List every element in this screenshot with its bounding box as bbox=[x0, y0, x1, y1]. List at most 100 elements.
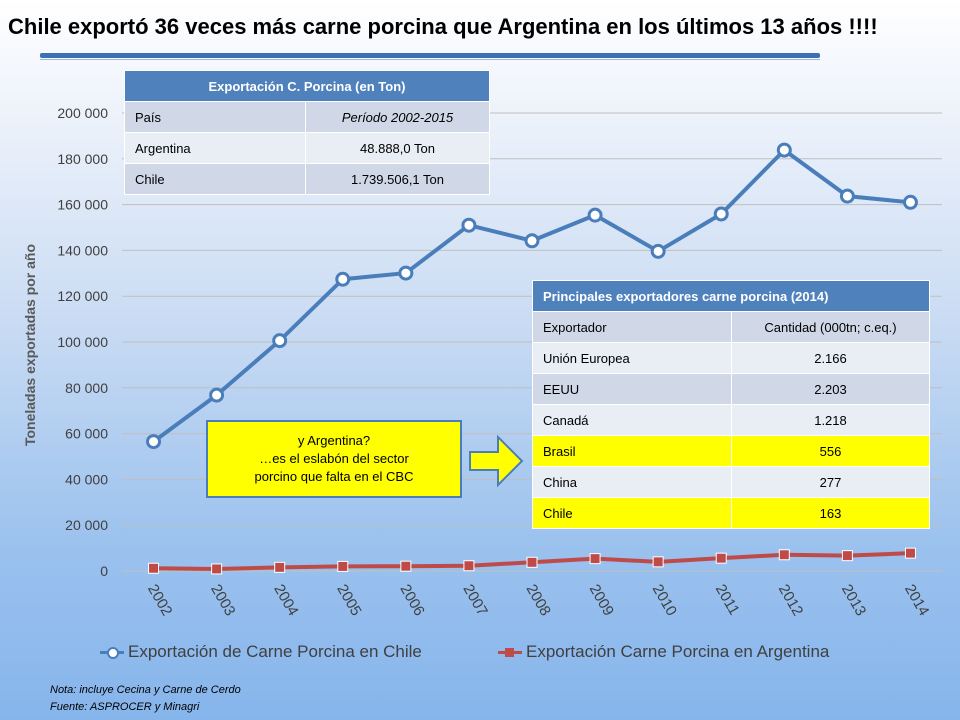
footnote-nota: Nota: incluye Cecina y Carne de Cerdo bbox=[50, 684, 241, 696]
x-tick-label: 2014 bbox=[901, 582, 932, 619]
x-tick-label: 2002 bbox=[144, 582, 175, 619]
legend-square-marker-icon bbox=[498, 642, 522, 662]
data-point-chile bbox=[713, 206, 729, 222]
data-point-chile bbox=[524, 233, 540, 249]
table-row: País Período 2002-2015 bbox=[124, 101, 490, 133]
callout-box: y Argentina? …es el eslabón del sector p… bbox=[206, 420, 462, 498]
callout-line: …es el eslabón del sector bbox=[259, 451, 409, 466]
callout-line: y Argentina? bbox=[297, 433, 371, 448]
y-tick-label: 120 000 bbox=[57, 288, 108, 304]
data-point-chile bbox=[587, 207, 603, 223]
data-point-chile bbox=[335, 271, 351, 287]
table-row-highlighted: Brasil 556 bbox=[532, 435, 930, 467]
y-tick-label: 60 000 bbox=[65, 426, 108, 442]
data-point-argentina bbox=[337, 560, 349, 572]
table-row: Unión Europea 2.166 bbox=[532, 342, 930, 374]
table2-cell: 556 bbox=[731, 435, 930, 467]
title-underline-thin bbox=[40, 59, 820, 60]
x-tick-label: 2009 bbox=[586, 582, 617, 619]
table-row: Exportador Cantidad (000tn; c.eq.) bbox=[532, 311, 930, 343]
table1-cell: 48.888,0 Ton bbox=[305, 132, 490, 164]
right-arrow-icon bbox=[469, 434, 524, 488]
data-point-argentina bbox=[211, 563, 223, 575]
table-export-totals: Exportación C. Porcina (en Ton) País Per… bbox=[124, 70, 490, 195]
table1-header-country: País bbox=[124, 101, 306, 133]
data-point-argentina bbox=[589, 553, 601, 565]
callout-line: porcino que falta en el CBC bbox=[254, 469, 414, 484]
table2-cell: Chile bbox=[532, 497, 732, 529]
x-tick-label: 2005 bbox=[333, 582, 364, 619]
table1-header-period: Período 2002-2015 bbox=[305, 101, 490, 133]
data-point-chile bbox=[776, 142, 792, 158]
table2-cell: China bbox=[532, 466, 732, 498]
table2-cell: Brasil bbox=[532, 435, 732, 467]
table1-title: Exportación C. Porcina (en Ton) bbox=[124, 70, 490, 102]
table2-title: Principales exportadores carne porcina (… bbox=[532, 280, 930, 312]
table-row: Canadá 1.218 bbox=[532, 404, 930, 436]
data-point-chile bbox=[146, 434, 162, 450]
chart-legend: Exportación de Carne Porcina en Chile Ex… bbox=[100, 642, 920, 666]
data-point-chile bbox=[839, 188, 855, 204]
table2-cell: Canadá bbox=[532, 404, 732, 436]
data-point-argentina bbox=[400, 560, 412, 572]
table2-cell: 2.203 bbox=[731, 373, 930, 405]
data-point-chile bbox=[398, 265, 414, 281]
y-tick-label: 180 000 bbox=[57, 151, 108, 167]
y-tick-label: 0 bbox=[100, 563, 108, 579]
table-row: China 277 bbox=[532, 466, 930, 498]
data-point-chile bbox=[272, 333, 288, 349]
table2-cell: 1.218 bbox=[731, 404, 930, 436]
y-axis-label: Toneladas exportadas por año bbox=[22, 244, 38, 447]
table2-cell: Unión Europea bbox=[532, 342, 732, 374]
data-point-argentina bbox=[904, 547, 916, 559]
title-underline bbox=[40, 53, 820, 58]
data-point-argentina bbox=[148, 562, 160, 574]
y-tick-label: 200 000 bbox=[57, 105, 108, 121]
data-point-argentina bbox=[652, 556, 664, 568]
legend-label-chile: Exportación de Carne Porcina en Chile bbox=[128, 642, 422, 661]
footnote-fuente: Fuente: ASPROCER y Minagri bbox=[50, 701, 200, 713]
callout-note: y Argentina? …es el eslabón del sector p… bbox=[206, 420, 468, 502]
table-top-exporters: Principales exportadores carne porcina (… bbox=[532, 280, 930, 529]
legend-item-chile: Exportación de Carne Porcina en Chile bbox=[100, 642, 422, 662]
x-tick-label: 2011 bbox=[712, 582, 743, 618]
x-tick-label: 2003 bbox=[207, 582, 238, 619]
table-row: EEUU 2.203 bbox=[532, 373, 930, 405]
y-tick-label: 20 000 bbox=[65, 517, 108, 533]
data-point-argentina bbox=[841, 550, 853, 562]
data-point-argentina bbox=[715, 552, 727, 564]
data-point-chile bbox=[209, 387, 225, 403]
slide-title: Chile exportó 36 veces más carne porcina… bbox=[8, 14, 878, 39]
x-tick-label: 2006 bbox=[396, 582, 427, 619]
x-tick-label: 2008 bbox=[523, 582, 554, 619]
data-point-chile bbox=[650, 243, 666, 259]
table2-cell: 277 bbox=[731, 466, 930, 498]
y-tick-label: 80 000 bbox=[65, 380, 108, 396]
table1-cell: Chile bbox=[124, 163, 306, 195]
legend-item-argentina: Exportación Carne Porcina en Argentina bbox=[498, 642, 829, 662]
x-tick-label: 2004 bbox=[270, 582, 301, 619]
data-point-argentina bbox=[778, 549, 790, 561]
data-point-chile bbox=[902, 194, 918, 210]
x-tick-label: 2013 bbox=[838, 582, 869, 619]
table-row: Chile 1.739.506,1 Ton bbox=[124, 163, 490, 195]
table2-header-quantity: Cantidad (000tn; c.eq.) bbox=[731, 311, 930, 343]
x-tick-label: 2010 bbox=[649, 582, 680, 619]
data-point-chile bbox=[461, 217, 477, 233]
data-point-argentina bbox=[526, 556, 538, 568]
x-tick-label: 2007 bbox=[459, 582, 490, 619]
table-row: Argentina 48.888,0 Ton bbox=[124, 132, 490, 164]
table1-cell: 1.739.506,1 Ton bbox=[305, 163, 490, 195]
x-tick-label: 2012 bbox=[775, 582, 806, 619]
table1-cell: Argentina bbox=[124, 132, 306, 164]
data-point-argentina bbox=[463, 560, 475, 572]
y-tick-label: 140 000 bbox=[57, 242, 108, 258]
legend-circle-marker-icon bbox=[100, 642, 124, 662]
table2-cell: 163 bbox=[731, 497, 930, 529]
data-point-argentina bbox=[274, 561, 286, 573]
y-tick-label: 160 000 bbox=[57, 197, 108, 213]
table2-cell: 2.166 bbox=[731, 342, 930, 374]
table2-cell: EEUU bbox=[532, 373, 732, 405]
table2-header-exporter: Exportador bbox=[532, 311, 732, 343]
y-tick-label: 100 000 bbox=[57, 334, 108, 350]
